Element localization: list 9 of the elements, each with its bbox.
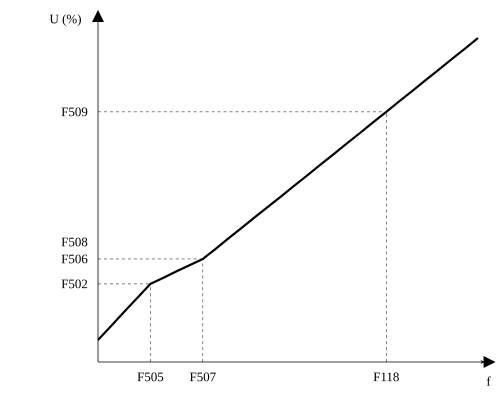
x-tick-label: F507 xyxy=(190,372,216,382)
y-axis-title: U (%) xyxy=(50,14,81,26)
ref-line-label: F509 xyxy=(62,108,88,116)
x-tick-label: F505 xyxy=(137,372,164,382)
ref-line-label: F502 xyxy=(62,280,88,288)
x-axis-title: f xyxy=(486,376,491,386)
text: F508 xyxy=(62,238,88,246)
ref-line-label: F506 xyxy=(62,254,88,264)
x-tick-label: F118 xyxy=(374,372,399,382)
